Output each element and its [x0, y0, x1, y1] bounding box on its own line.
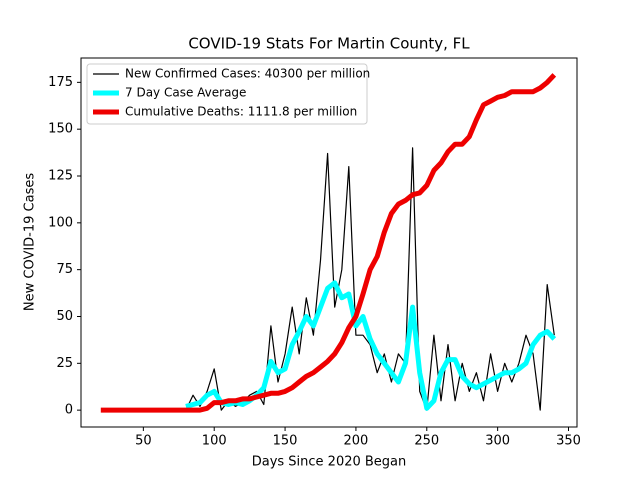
- legend-label: New Confirmed Cases: 40300 per million: [125, 67, 370, 81]
- x-tick-label: 300: [485, 434, 510, 449]
- y-tick-label: 125: [48, 169, 73, 184]
- chart-title: COVID-19 Stats For Martin County, FL: [188, 35, 470, 53]
- x-tick-label: 350: [556, 434, 581, 449]
- legend-box: [86, 63, 368, 125]
- x-tick-label: 50: [135, 434, 152, 449]
- x-tick-label: 100: [202, 434, 227, 449]
- y-tick-label: 25: [56, 356, 73, 371]
- x-tick-label: 250: [414, 434, 439, 449]
- y-axis-label: New COVID-19 Cases: [23, 173, 38, 311]
- legend-label: 7 Day Case Average: [125, 86, 246, 100]
- y-tick-label: 150: [48, 122, 73, 137]
- legend: New Confirmed Cases: 40300 per million 7 …: [86, 63, 370, 125]
- x-tick-label: 200: [344, 434, 369, 449]
- y-tick-label: 50: [56, 309, 73, 324]
- y-tick-label: 175: [48, 75, 73, 90]
- series-line: [185, 147, 555, 411]
- y-tick-label: 75: [56, 262, 73, 277]
- plot-frame: [80, 57, 578, 428]
- x-tick-label: 150: [273, 434, 298, 449]
- series-line: [100, 73, 557, 413]
- y-tick-label: 100: [48, 215, 73, 230]
- legend-label: Cumulative Deaths: 1111.8 per million: [125, 105, 357, 119]
- y-tick-label: 0: [65, 403, 73, 418]
- x-axis-label: Days Since 2020 Began: [252, 455, 407, 470]
- series-line: [185, 280, 557, 411]
